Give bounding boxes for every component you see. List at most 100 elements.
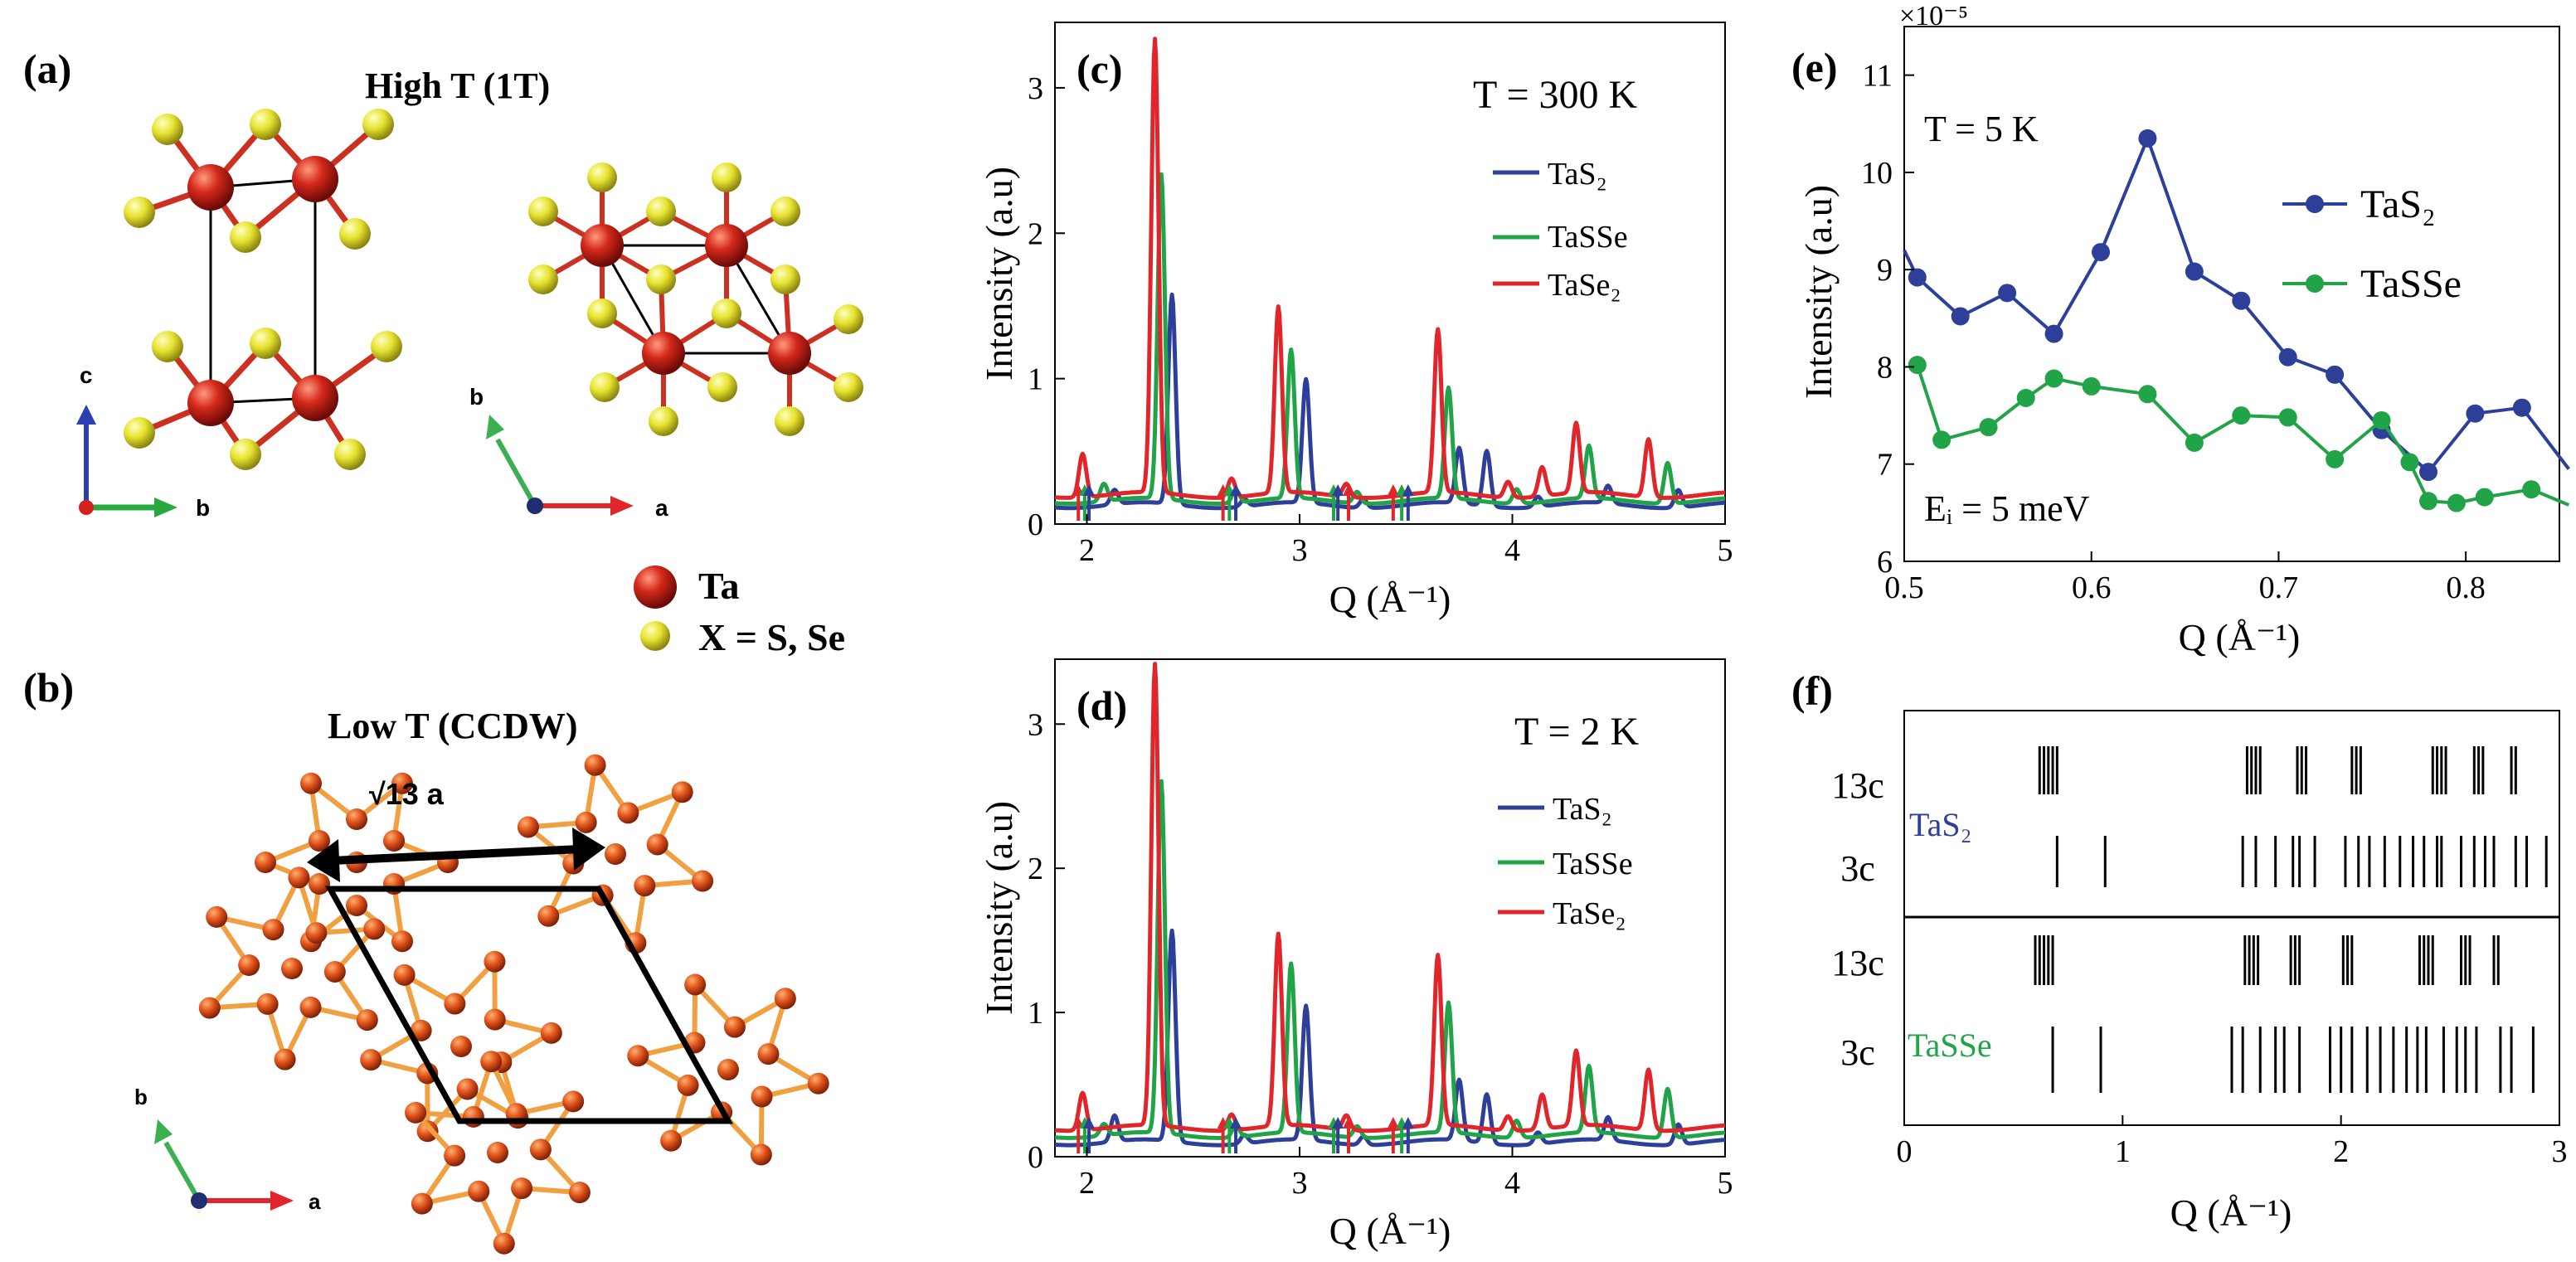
ta-cluster-atom [456,1078,479,1100]
ta-cluster-atom [274,1048,296,1070]
y-tick-label: 6 [1877,545,1893,580]
y-tick-label: 9 [1877,253,1893,288]
x-atom [371,331,402,362]
ta-cluster-atom [323,960,346,983]
x-atom [230,221,261,253]
chart-e-axes: 0.5 0.6 0.7 0.8 6 7 8 9 10 11 [1861,59,2486,605]
chart-e-exponent: ×10⁻⁵ [1899,1,1968,32]
sqrt13-label: √13 a [369,777,445,811]
legend-text-tase2: TaSe₂ [1553,896,1626,931]
ta-cluster-atom [198,997,221,1019]
y-tick-label: 1 [1028,362,1043,397]
x-atom [124,417,155,449]
ta-cluster-atom [383,830,406,852]
ta-cluster-atom [206,905,228,928]
x-legend-label: X = S, Se [698,616,845,658]
data-point [2092,243,2110,262]
ta-atom [187,380,234,426]
series-line [1053,36,1727,500]
x-tick-label: 2 [1079,1166,1095,1201]
data-point [2016,388,2035,407]
axes-triad-side: c b [76,362,210,521]
ta-cluster-atom [584,754,606,776]
x-atom [250,109,281,140]
x-tick-label: 0.6 [2072,570,2112,605]
chart-e-annotation: T = 5 K [1924,109,2039,149]
chart-e: 0.5 0.6 0.7 0.8 6 7 8 9 10 11 (e) ×10⁻⁵ T = 5 K E… [1791,1,2570,658]
x-atom [334,439,366,470]
legend-text-tas2: TaS₂ [2360,182,2436,226]
series-line [1053,779,1727,1140]
ta-cluster-atom [255,852,276,873]
ta-cluster-atom [299,996,322,1018]
chart-f-label: (f) [1791,667,1833,714]
legend-text-tasse: TaSSe [1553,847,1633,881]
ta-cluster-atom [684,973,707,996]
x-tick-label: 0 [1897,1134,1913,1169]
ta-cluster-atom [660,1129,683,1152]
ta-cluster-atom [393,963,416,986]
legend-marker-tasse [2306,274,2324,293]
data-point [1951,307,1970,326]
x-atom [707,372,738,402]
chart-d-ylabel: Intensity (a.u) [978,801,1020,1015]
ta-cluster-atom [484,950,506,973]
panel-b: (b) Low T (CCDW) √13 a b a [23,664,829,1255]
row-label-tasse-13c: 13c [1831,943,1884,983]
data-point [1979,418,1998,437]
ccdw-unit-cell [325,886,733,1124]
x-atom [250,328,281,359]
x-atom [646,197,677,226]
dimension-arrow [307,828,605,882]
ta-cluster-atom [671,781,693,803]
data-point [2400,453,2419,472]
x-atom [834,304,864,334]
y-tick-label: 2 [1028,852,1043,886]
x-tick-label: 2 [1079,533,1095,568]
axis-b-label-ccdw: b [134,1085,148,1109]
x-tick-label: 5 [1718,533,1733,568]
ta-cluster-atom [308,873,330,895]
x-atom [770,265,801,294]
marker-arrow-head [1342,1117,1354,1129]
ta-cluster-atom [757,1043,780,1065]
marker-arrow-head [1342,484,1354,496]
chart-e-frame [1903,26,2560,562]
ta-cluster-atom [391,772,413,794]
x-atom-icon [640,621,670,651]
chart-d-label: (d) [1077,682,1127,729]
y-tick-label: 0 [1028,1140,1043,1175]
marker-arrow-head [1332,484,1344,496]
ta-cluster-atom [677,1074,699,1096]
series-line [1903,133,2570,474]
ta-cluster-atom [627,1045,649,1067]
ta-cluster-atom [405,1101,427,1124]
y-tick-label: 8 [1877,350,1893,385]
marker-arrow-head [1387,484,1399,496]
chart-c-legend: TaS₂ TaSSe TaSe₂ [1493,157,1628,303]
data-point [2232,291,2251,310]
ta-cluster-atom [493,1232,515,1255]
data-point [2475,488,2494,507]
x-tick-label: 3 [2552,1134,2568,1169]
data-point [1998,284,2017,303]
chart-c-ylabel: Intensity (a.u) [978,167,1020,381]
data-point [2372,410,2391,430]
x-tick-label: 0.7 [2259,570,2299,605]
panel-a-label: (a) [23,46,71,92]
x-atom [152,114,183,145]
ta-cluster-atom [484,1008,506,1031]
data-point [2138,385,2157,404]
ta-cluster-atom [511,1177,533,1200]
data-point [2326,449,2345,468]
group-label-tas2: TaS₂ [1909,806,1972,843]
x-tick-label: 5 [1718,1166,1733,1201]
data-point [1908,268,1927,287]
data-point [2138,129,2157,148]
chart-e-xlabel: Q (Å⁻¹) [2179,616,2301,658]
ta-cluster-atom [540,1022,562,1044]
ta-cluster-atom [346,808,367,830]
ta-cluster-atom [562,1090,585,1113]
chart-d: 2 3 4 5 0 1 2 3 (d) T = 2 K TaS₂ TaSSe TaSe₂ Q … [978,658,1733,1252]
